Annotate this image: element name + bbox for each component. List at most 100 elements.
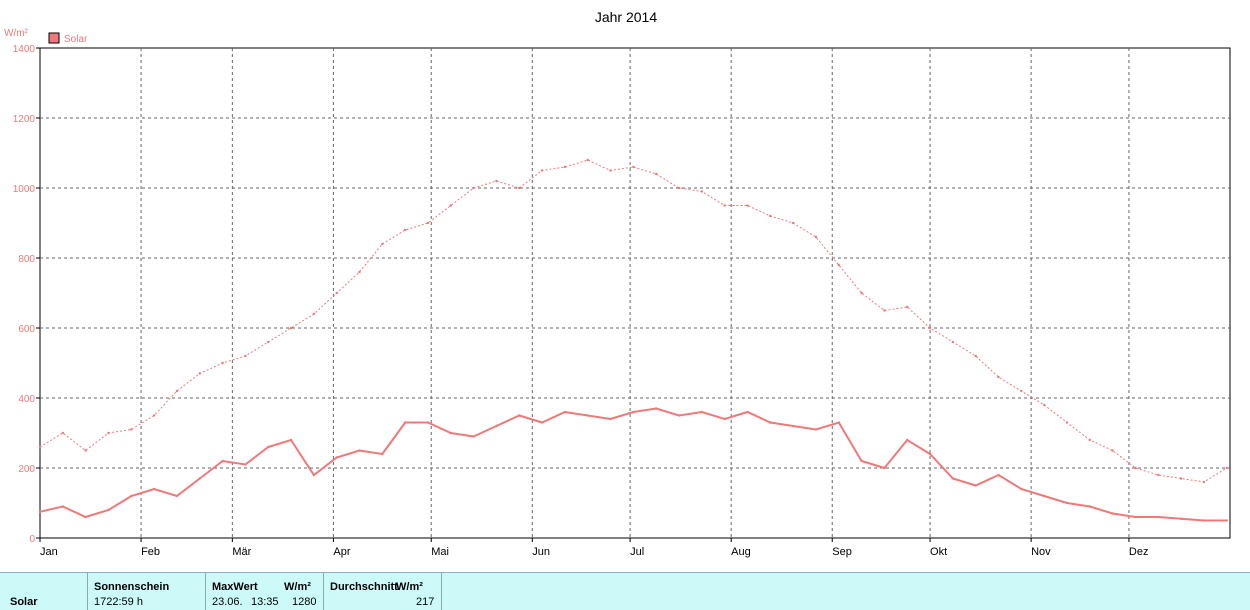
series-point [381,452,384,456]
y-axis: 0 200 400 600 800 1000 1200 1400 [13,44,40,545]
x-tick-label: Jan [40,546,58,558]
y-tick-label: 600 [18,324,35,335]
max-unit: W/m² [284,581,311,593]
series-point [1157,473,1160,477]
series-point [381,242,384,246]
series-point [495,179,498,183]
series-point [860,291,863,295]
series-point [997,375,1000,379]
series-point [107,431,110,435]
series-point [563,410,567,414]
y-tick-label: 400 [18,394,35,405]
legend-swatch-solar [48,32,60,44]
series-point [632,165,635,169]
series-point [1042,494,1046,498]
series-point [791,221,795,225]
series-point [1134,466,1137,470]
series-point [1065,421,1069,424]
series-point [426,421,430,424]
series-point [974,484,977,487]
series-point [426,221,430,225]
series-point [472,435,475,438]
series-point [1202,480,1206,484]
series-point [1065,501,1069,505]
series-point [883,309,886,312]
chart-title: Jahr 2014 [595,9,657,25]
series-point [107,508,110,512]
series-point [1020,389,1023,393]
x-tick-label: Aug [731,546,751,558]
series-point [883,466,886,470]
series-point [769,421,772,424]
series-point [586,158,589,162]
series-point [495,424,498,428]
max-header: MaxWert [212,581,258,593]
legend-label-solar: Solar [64,34,88,45]
series-point [403,421,407,424]
series-point [289,326,293,330]
x-tick-label: Dez [1129,546,1149,558]
series-point [1157,515,1160,519]
x-tick-label: Mai [431,546,449,558]
series-point [267,445,270,449]
series-point [540,421,544,424]
plot-area [39,47,1231,539]
average-header: Durchschnitt [330,581,398,593]
series-point [654,407,658,410]
y-tick-label: 1400 [13,44,36,55]
series-point [221,459,224,463]
series-point [84,449,87,452]
x-tick-label: Jul [630,546,644,558]
series-point [449,431,452,435]
series-point [1088,438,1092,442]
x-tick-label: Nov [1031,546,1051,558]
series-point [152,487,156,491]
y-tick-label: 800 [18,254,35,265]
series-point [723,204,726,207]
average-cell: Durchschnitt W/m² 217 [324,573,442,610]
x-tick-label: Apr [333,546,350,558]
series-point [1111,449,1114,452]
series-point [1225,519,1228,522]
series-point [312,312,316,316]
sunshine-header: Sonnenschein [94,581,170,593]
series-point [814,428,818,431]
series-point [586,414,589,417]
series-point [1088,505,1092,508]
series-point [198,372,201,375]
x-axis: Jan Feb Mär Apr Mai Jun Jul Aug Sep Okt Nov Dez [39,538,1149,558]
series-point [906,438,909,442]
series-point [289,438,293,442]
average-value: 217 [416,596,435,608]
max-date: 23.06. [212,596,243,608]
series-point [951,340,955,344]
series-point [175,389,179,393]
series-point [518,414,521,417]
x-tick-label: Okt [930,546,947,558]
series-point [746,410,749,414]
series-point [609,417,612,421]
series-point [837,263,840,267]
series-point [472,186,475,190]
series-point [358,449,361,452]
y-tick-label: 1200 [13,114,36,125]
series-point [928,326,932,330]
series-point [1202,519,1206,522]
average-unit: W/m² [396,581,423,593]
x-tick-label: Feb [141,546,160,558]
series-point [700,410,704,414]
series-point [609,169,612,172]
y-tick-label: 0 [29,534,35,545]
series-point [267,340,270,344]
series-point [130,428,133,431]
summary-table: Solar Sonnenschein 1722:59 h MaxWert W/m… [0,572,1250,610]
series-point [244,354,247,358]
series-point [677,414,681,417]
chart: Jahr 2014 W/m² Solar 0 200 400 600 800 1000 12… [4,9,1231,558]
series-point [769,214,772,218]
series-point [1020,487,1023,491]
series-point [335,291,338,295]
series-point [1111,512,1114,515]
series-point [654,172,658,176]
grid [40,48,1230,538]
